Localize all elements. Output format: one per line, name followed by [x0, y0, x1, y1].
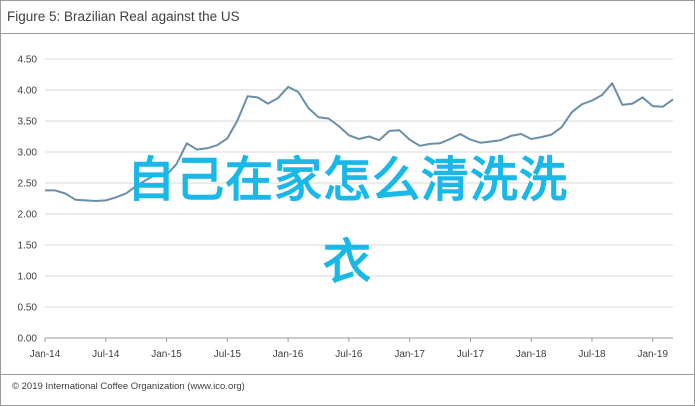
data-point — [338, 125, 340, 127]
data-point — [348, 134, 350, 136]
data-point — [520, 133, 522, 135]
y-tick-label: 4.50 — [18, 55, 38, 66]
data-point — [611, 82, 613, 84]
y-tick-label: 2.00 — [18, 210, 38, 221]
y-tick-label: 1.00 — [18, 272, 38, 283]
y-tick-label: 3.50 — [18, 117, 38, 128]
x-tick-label: Jan-14 — [30, 349, 61, 360]
data-point — [257, 96, 259, 98]
y-tick-label: 0.00 — [18, 334, 38, 345]
data-point — [581, 103, 583, 105]
x-tick-label: Jul-15 — [214, 349, 242, 360]
data-point — [601, 94, 603, 96]
data-point — [287, 86, 289, 88]
data-point — [247, 95, 249, 97]
y-tick-label: 1.50 — [18, 241, 38, 252]
y-tick-label: 4.00 — [18, 86, 38, 97]
data-point — [540, 136, 542, 138]
x-tick-label: Jan-19 — [637, 349, 668, 360]
data-point — [561, 126, 563, 128]
data-point — [459, 133, 461, 135]
data-point — [317, 116, 319, 118]
x-tick-label: Jan-16 — [273, 349, 304, 360]
x-tick-label: Jan-17 — [394, 349, 425, 360]
line-chart: 0.00 0.50 1.00 1.50 2.00 2.50 3.00 3.50 4.00 4.50… — [18, 55, 674, 360]
chart-title: Figure 5: Brazilian Real against the US — [7, 9, 240, 24]
data-point — [297, 91, 299, 93]
data-point — [621, 104, 623, 106]
data-point — [642, 96, 644, 98]
data-point — [307, 107, 309, 109]
data-point — [631, 103, 633, 105]
x-tick-label: Jul-18 — [578, 349, 606, 360]
x-tick-label: Jul-17 — [457, 349, 485, 360]
series-line — [45, 82, 674, 202]
data-point — [388, 130, 390, 132]
x-tick-label: Jan-18 — [516, 349, 547, 360]
data-point — [368, 136, 370, 138]
copyright-footer: © 2019 International Coffee Organization… — [12, 381, 245, 392]
data-point — [236, 119, 238, 121]
x-tick-label: Jul-14 — [92, 349, 120, 360]
data-point — [672, 98, 674, 100]
x-tick-label: Jan-15 — [151, 349, 182, 360]
data-point — [267, 103, 269, 105]
y-tick-label: 2.50 — [18, 179, 38, 190]
overlay-text-line-2: 衣 — [322, 234, 372, 290]
data-point — [399, 129, 401, 131]
data-point — [571, 111, 573, 113]
data-point — [662, 106, 664, 108]
chart-area: 0.00 0.50 1.00 1.50 2.00 2.50 3.00 3.50 4.00 4.50… — [1, 33, 694, 375]
data-point — [510, 135, 512, 137]
x-tick-label: Jul-16 — [335, 349, 363, 360]
data-point — [328, 118, 330, 120]
overlay-text-line-1: 自己在家怎么清洗洗 — [126, 152, 568, 208]
y-tick-label: 0.50 — [18, 303, 38, 314]
data-point — [277, 97, 279, 99]
data-point — [652, 105, 654, 107]
data-point — [550, 134, 552, 136]
data-point — [591, 100, 593, 102]
y-tick-label: 3.00 — [18, 148, 38, 159]
